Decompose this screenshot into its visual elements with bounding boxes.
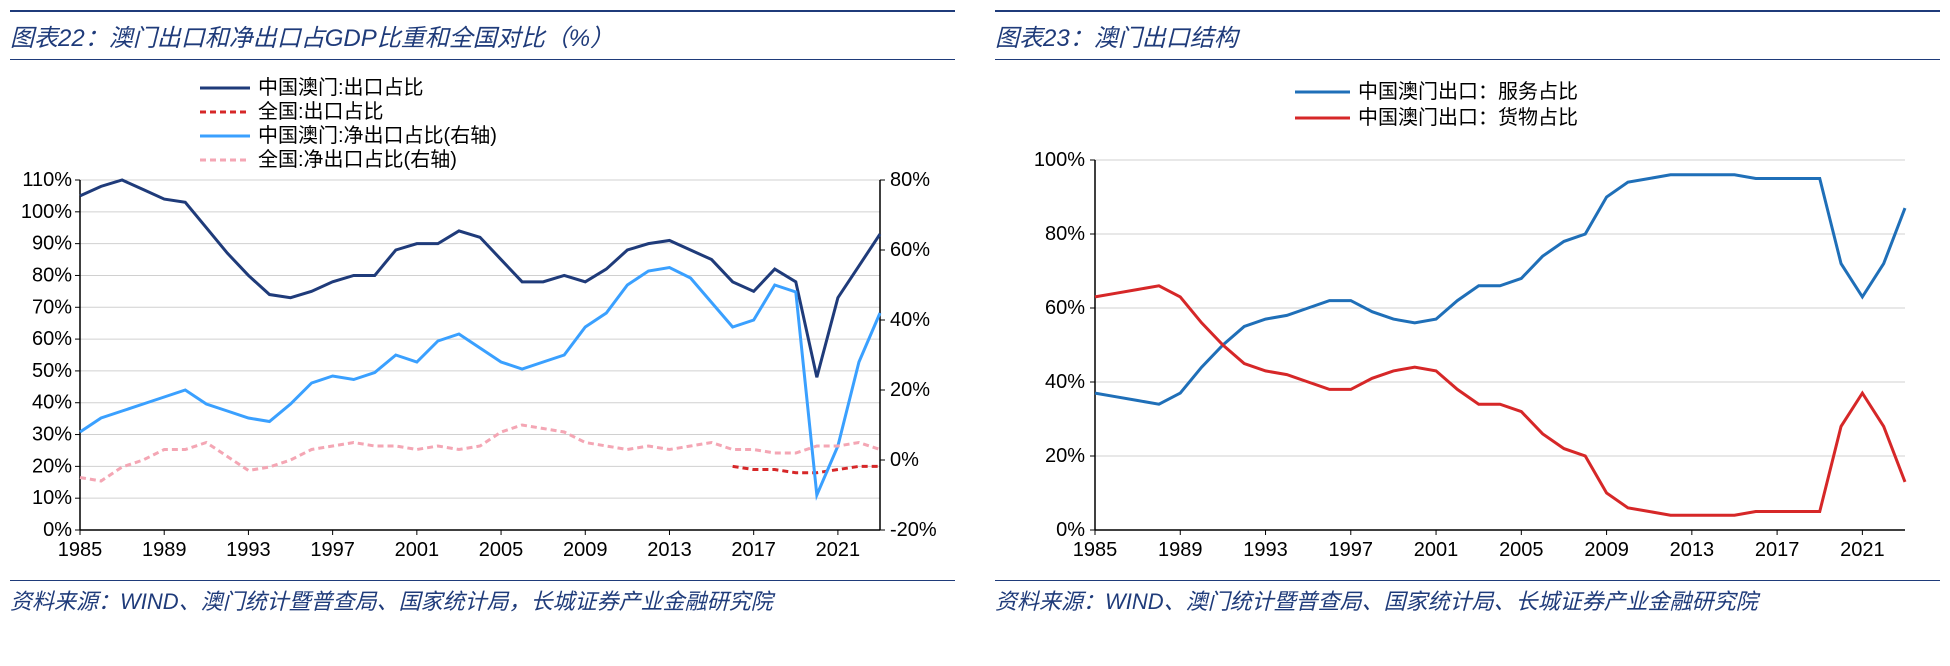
right-source: 资料来源：WIND、澳门统计暨普查局、国家统计局、长城证券产业金融研究院 — [995, 580, 1940, 618]
svg-text:10%: 10% — [32, 487, 72, 509]
svg-text:0%: 0% — [1056, 519, 1085, 541]
svg-text:1985: 1985 — [58, 539, 103, 561]
svg-text:1989: 1989 — [142, 539, 187, 561]
svg-text:0%: 0% — [890, 449, 919, 471]
svg-text:40%: 40% — [32, 392, 72, 414]
svg-text:60%: 60% — [890, 239, 930, 261]
svg-text:110%: 110% — [22, 169, 72, 191]
svg-text:2021: 2021 — [816, 539, 861, 561]
svg-text:100%: 100% — [21, 201, 72, 223]
svg-text:-20%: -20% — [890, 519, 937, 541]
svg-text:60%: 60% — [32, 328, 72, 350]
svg-text:2001: 2001 — [1414, 539, 1459, 561]
svg-text:100%: 100% — [1034, 149, 1085, 171]
svg-text:2009: 2009 — [1584, 539, 1629, 561]
svg-text:中国澳门:净出口占比(右轴): 中国澳门:净出口占比(右轴) — [258, 124, 497, 147]
svg-text:中国澳门出口：货物占比: 中国澳门出口：货物占比 — [1358, 106, 1578, 129]
svg-text:全国:出口占比: 全国:出口占比 — [258, 100, 384, 123]
svg-text:70%: 70% — [32, 296, 72, 318]
svg-text:中国澳门:出口占比: 中国澳门:出口占比 — [258, 76, 424, 99]
svg-text:1993: 1993 — [226, 539, 271, 561]
svg-text:40%: 40% — [1045, 371, 1085, 393]
left-chart: 0% 10% 20% 30% 40% 50% 60% 70% 80% 90% 100% 110% -20… — [10, 70, 955, 570]
svg-text:1989: 1989 — [1158, 539, 1203, 561]
svg-text:2017: 2017 — [1755, 539, 1800, 561]
svg-text:20%: 20% — [890, 379, 930, 401]
svg-text:40%: 40% — [890, 309, 930, 331]
svg-text:中国澳门出口：服务占比: 中国澳门出口：服务占比 — [1358, 80, 1578, 103]
svg-text:1985: 1985 — [1073, 539, 1118, 561]
svg-text:80%: 80% — [890, 169, 930, 191]
svg-text:0%: 0% — [43, 519, 72, 541]
svg-text:2009: 2009 — [563, 539, 608, 561]
svg-text:1997: 1997 — [310, 539, 355, 561]
right-title: 图表23：澳门出口结构 — [995, 10, 1940, 60]
svg-text:80%: 80% — [1045, 223, 1085, 245]
svg-text:2013: 2013 — [1670, 539, 1715, 561]
svg-text:50%: 50% — [32, 360, 72, 382]
right-panel: 图表23：澳门出口结构 0% 20% 40% 60% 80% 100% 1985 1989 19… — [995, 10, 1940, 618]
svg-text:2013: 2013 — [647, 539, 692, 561]
right-chart: 0% 20% 40% 60% 80% 100% 1985 1989 1993 1997 2001 20… — [995, 70, 1940, 570]
svg-text:20%: 20% — [32, 455, 72, 477]
svg-text:60%: 60% — [1045, 297, 1085, 319]
charts-container: 图表22：澳门出口和净出口占GDP比重和全国对比（%） 0% 10% 20% 30% 4… — [10, 10, 1940, 618]
left-panel: 图表22：澳门出口和净出口占GDP比重和全国对比（%） 0% 10% 20% 30% 4… — [10, 10, 955, 618]
svg-text:2005: 2005 — [479, 539, 524, 561]
svg-text:2021: 2021 — [1840, 539, 1885, 561]
svg-text:2017: 2017 — [731, 539, 776, 561]
left-title: 图表22：澳门出口和净出口占GDP比重和全国对比（%） — [10, 10, 955, 60]
svg-text:90%: 90% — [32, 233, 72, 255]
svg-text:2001: 2001 — [395, 539, 440, 561]
left-source: 资料来源：WIND、澳门统计暨普查局、国家统计局，长城证券产业金融研究院 — [10, 580, 955, 618]
svg-text:1997: 1997 — [1329, 539, 1374, 561]
svg-text:全国:净出口占比(右轴): 全国:净出口占比(右轴) — [258, 148, 457, 171]
svg-text:80%: 80% — [32, 264, 72, 286]
svg-text:2005: 2005 — [1499, 539, 1544, 561]
svg-text:20%: 20% — [1045, 445, 1085, 467]
svg-text:1993: 1993 — [1243, 539, 1288, 561]
svg-text:30%: 30% — [32, 424, 72, 446]
